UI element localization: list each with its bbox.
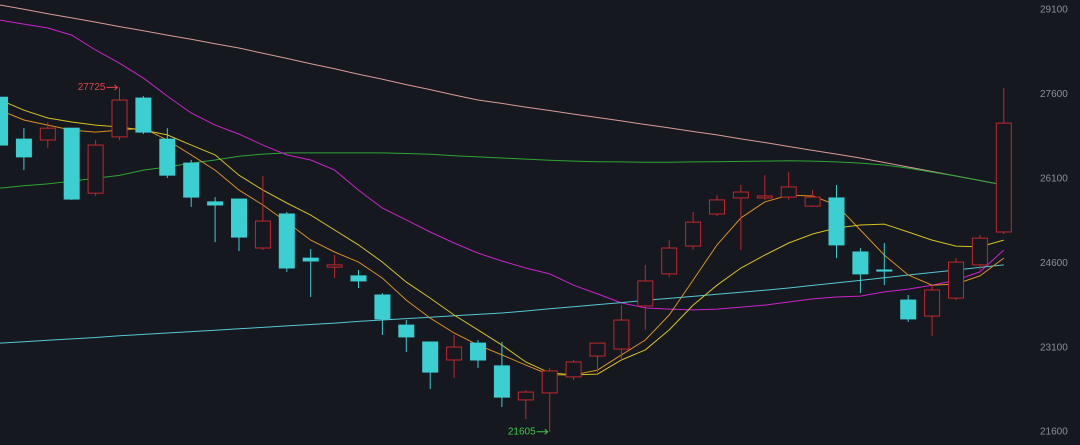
candle-body (207, 201, 224, 206)
candle-body (971, 237, 988, 266)
candle-body (948, 261, 964, 299)
candle-body (995, 122, 1012, 233)
candle-body (804, 196, 821, 207)
candle-body (924, 289, 941, 317)
candle-body (15, 138, 32, 158)
moving-average-line (0, 109, 1005, 376)
candle-body (470, 342, 486, 361)
candle-body (135, 97, 152, 133)
candle-body (780, 186, 797, 198)
extreme-label: 21605 (508, 426, 536, 437)
candle-body (637, 280, 654, 307)
candle-body (278, 213, 295, 269)
candle-body (39, 127, 56, 141)
candle-body (565, 361, 582, 378)
candle-body (63, 127, 80, 200)
candle-body (732, 191, 749, 199)
candle-body (517, 391, 534, 401)
candle-body (0, 96, 8, 146)
moving-average-line (0, 264, 1004, 344)
candle-body (422, 341, 439, 373)
moving-average-line (0, 152, 1004, 189)
candle-body (398, 324, 415, 338)
y-tick-label: 24600 (1040, 258, 1068, 269)
candle-body (613, 319, 630, 350)
extreme-arrow (106, 84, 119, 91)
candle-body (159, 138, 176, 176)
candle-body (374, 294, 391, 320)
candle-body (350, 275, 367, 282)
candle-body (326, 264, 343, 268)
candle-body (876, 269, 893, 272)
candle-body (900, 299, 917, 320)
candle-body (111, 99, 128, 138)
candle-body (231, 198, 247, 238)
candle-body (756, 195, 773, 199)
y-tick-label: 21600 (1040, 427, 1068, 438)
y-tick-label: 29100 (1040, 5, 1068, 16)
extreme-arrow (536, 428, 549, 435)
extreme-label: 27725 (78, 82, 106, 93)
candle-body (661, 247, 678, 275)
candle-body (685, 221, 702, 247)
candle-body (87, 144, 104, 194)
candle-body (828, 197, 845, 246)
moving-average-line (0, 4, 1004, 186)
candle-body (852, 251, 869, 275)
candle-body (589, 342, 606, 357)
y-tick-label: 26100 (1040, 173, 1068, 184)
y-tick-label: 27600 (1040, 89, 1068, 100)
moving-average-line (0, 19, 1005, 311)
candle-body (493, 365, 510, 398)
candle-body (709, 199, 725, 215)
candle-body (302, 257, 319, 262)
candle-body (254, 220, 271, 249)
y-tick-label: 23100 (1040, 342, 1068, 353)
candle-body (183, 162, 200, 198)
candle-body (541, 370, 558, 394)
candle-body (446, 346, 463, 361)
